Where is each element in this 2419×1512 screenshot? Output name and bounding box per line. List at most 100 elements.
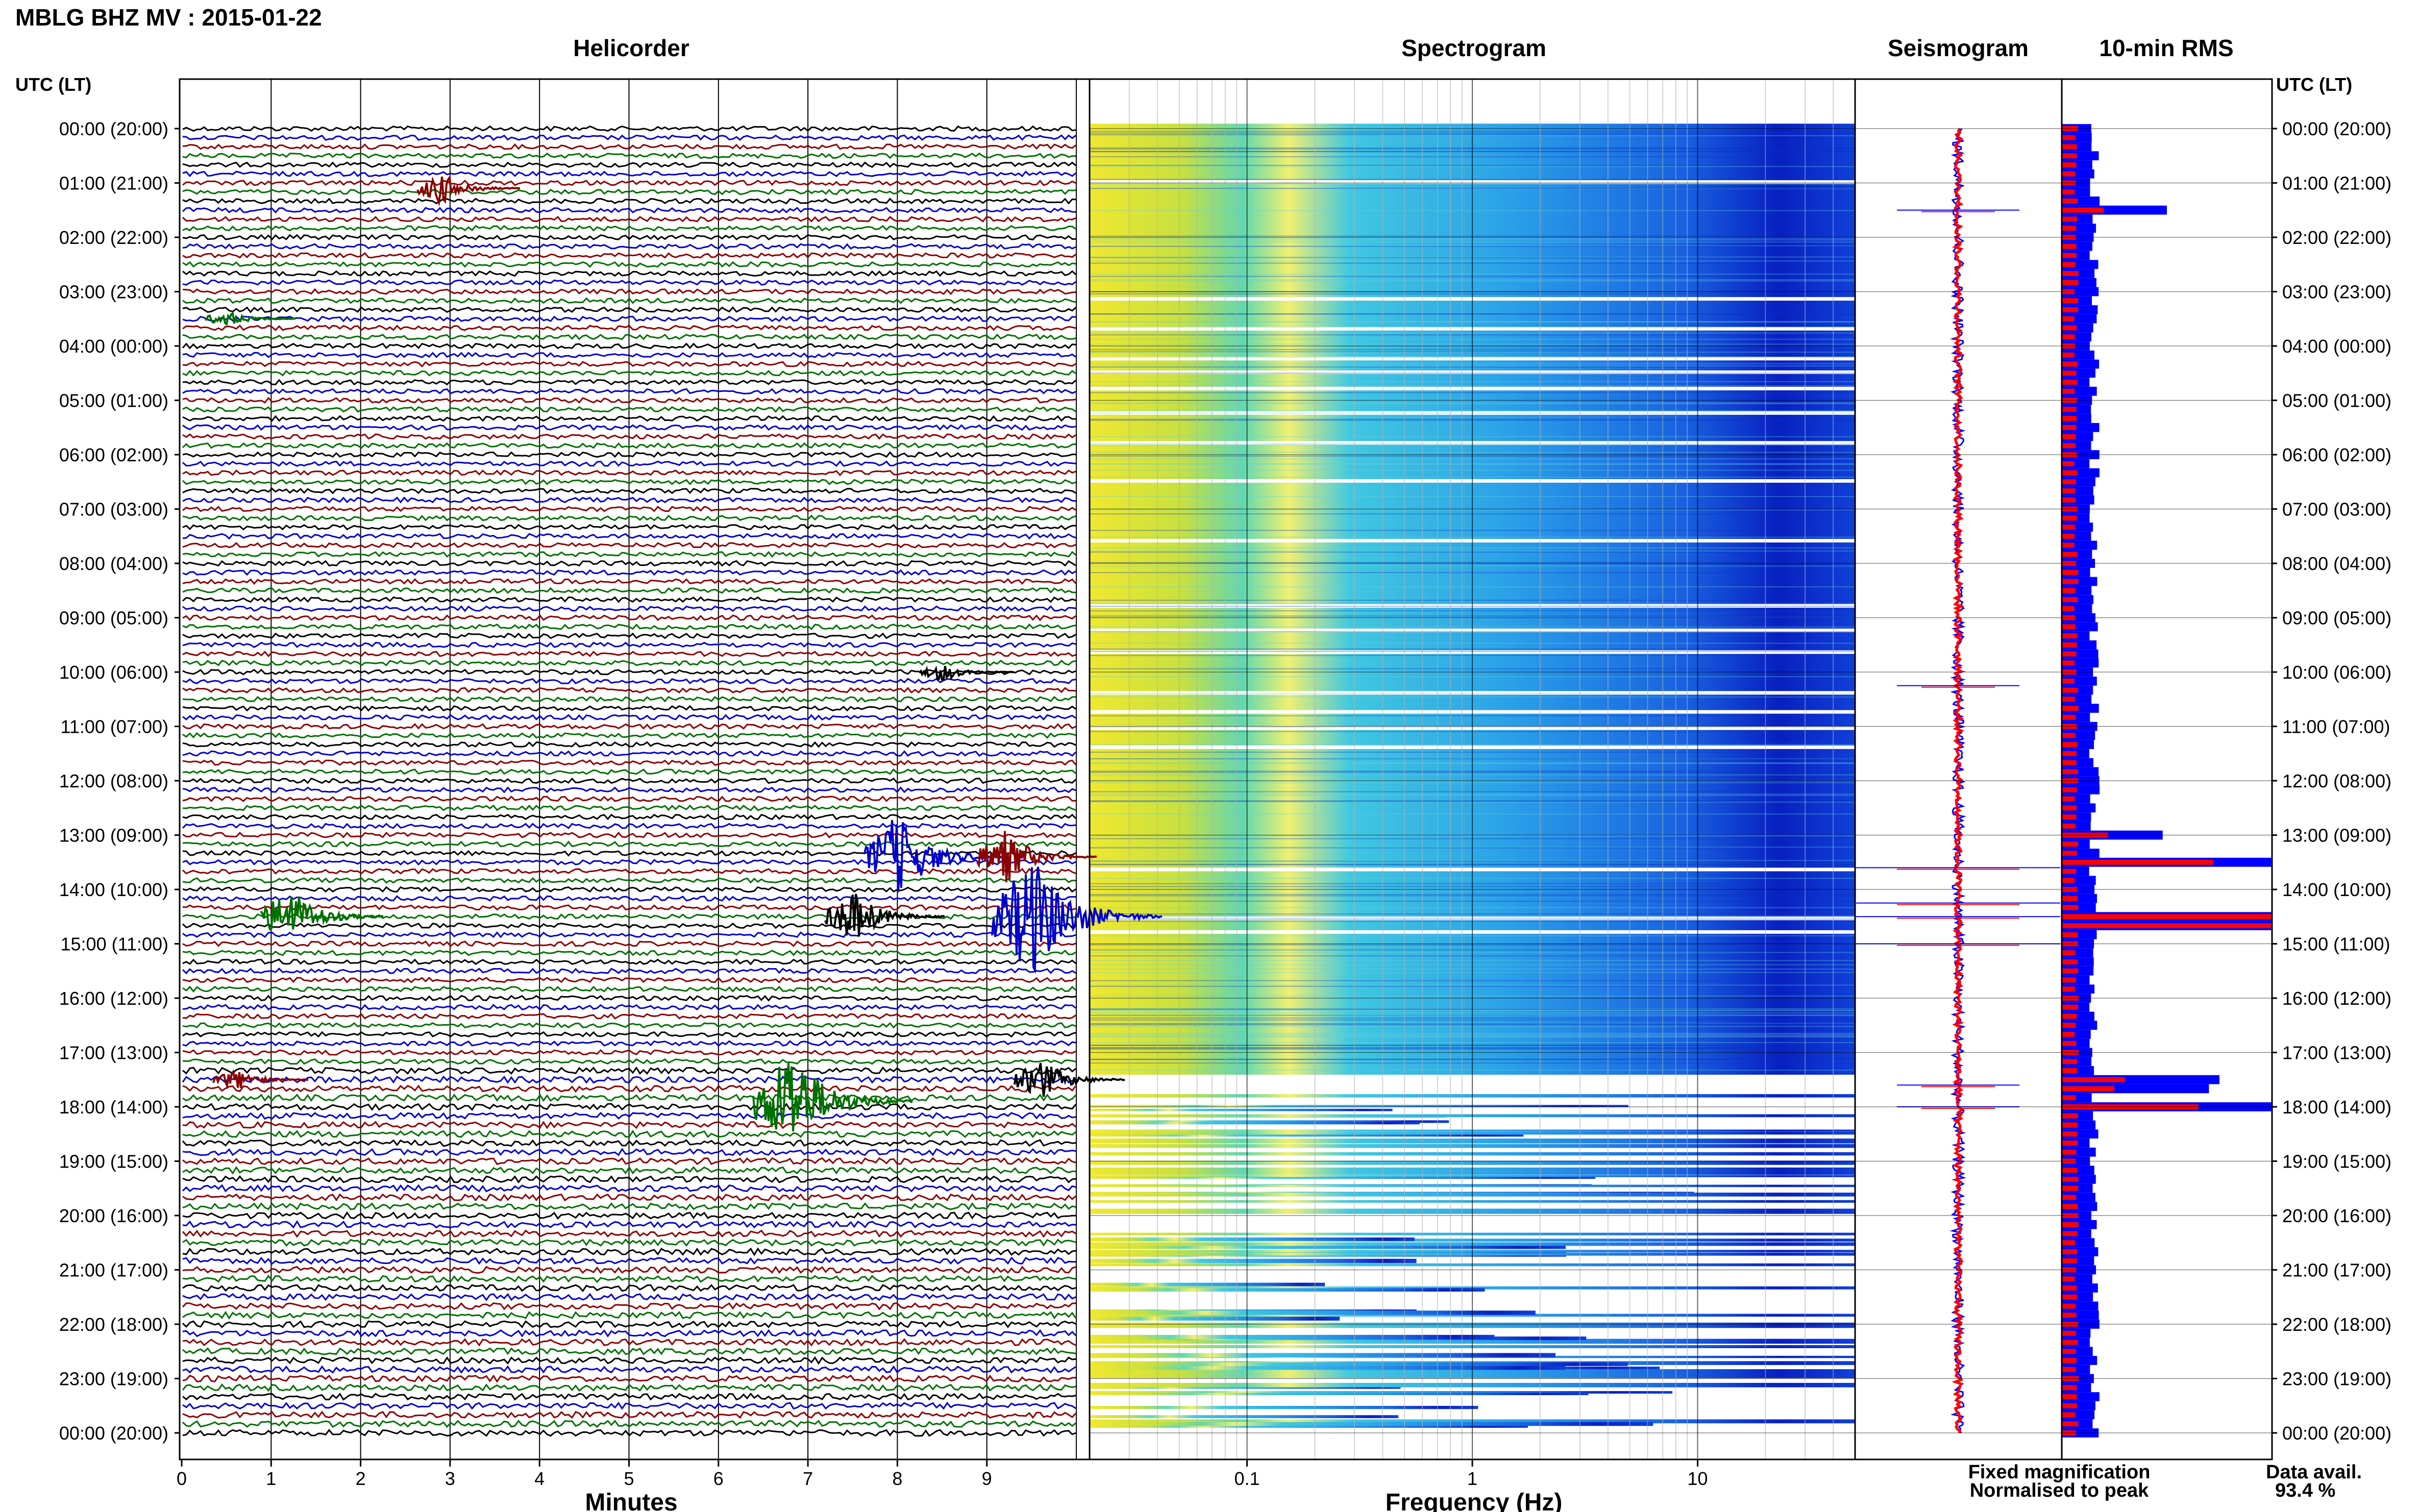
helicorder-trace bbox=[182, 1401, 1076, 1410]
time-tick-label-left: 11:00 (07:00) bbox=[61, 716, 168, 737]
rms-normalised-bar bbox=[2062, 443, 2076, 449]
spectrogram-sparse-row bbox=[1090, 1108, 1393, 1111]
helicorder-trace bbox=[182, 315, 1076, 323]
rms-normalised-bar bbox=[2062, 706, 2079, 711]
helicorder-trace bbox=[182, 623, 1076, 630]
rms-normalised-bar bbox=[2062, 1222, 2079, 1227]
spectrogram-sparse-row bbox=[1090, 1122, 1420, 1125]
helicorder-trace bbox=[182, 1266, 1076, 1274]
helicorder-trace bbox=[182, 931, 1076, 938]
rms-normalised-bar bbox=[2062, 1177, 2079, 1182]
helicorder-trace bbox=[182, 777, 1077, 784]
time-tick-label-right: 00:00 (20:00) bbox=[2282, 1423, 2391, 1444]
rms-normalised-bar bbox=[2062, 316, 2075, 321]
helicorder-trace bbox=[182, 560, 1076, 567]
rms-normalised-bar bbox=[2062, 1113, 2078, 1119]
time-tick-label-left: 12:00 (08:00) bbox=[59, 771, 168, 791]
helicorder-trace bbox=[182, 1121, 1076, 1129]
time-tick-label-left: 09:00 (05:00) bbox=[59, 608, 168, 629]
rms-normalised-bar bbox=[2062, 262, 2076, 267]
time-tick-label-right: 15:00 (11:00) bbox=[2282, 934, 2390, 955]
helicorder-trace bbox=[182, 1166, 1076, 1175]
helicorder-trace bbox=[182, 904, 1076, 911]
helicorder-trace bbox=[182, 786, 1076, 794]
helicorder-trace bbox=[182, 759, 1077, 766]
helicorder-trace bbox=[182, 1247, 1076, 1256]
helicorder-trace bbox=[182, 1084, 1077, 1093]
helicorder-trace bbox=[182, 1022, 1076, 1029]
helicorder-trace bbox=[182, 651, 1076, 657]
helicorder-trace bbox=[182, 1139, 1076, 1147]
spectrogram-sparse-row bbox=[1090, 1406, 1478, 1409]
rms-normalised-bar bbox=[2062, 588, 2076, 593]
rms-normalised-bar bbox=[2062, 1294, 2077, 1300]
spectrogram-sparse-row bbox=[1090, 1245, 1566, 1249]
helicorder-trace bbox=[182, 1066, 1076, 1075]
helicorder-trace bbox=[182, 1356, 1076, 1365]
spectrogram-sparse-row bbox=[1090, 1316, 1340, 1321]
time-tick-label-right: 00:00 (20:00) bbox=[2282, 118, 2391, 139]
helicorder-trace bbox=[182, 750, 1077, 757]
helicorder-trace bbox=[182, 985, 1077, 993]
rms-normalised-bar bbox=[2062, 216, 2078, 222]
helicorder-trace bbox=[182, 641, 1076, 648]
rms-normalised-bar bbox=[2062, 1086, 2114, 1092]
rms-normalised-bar bbox=[2062, 569, 2079, 575]
helicorder-trace bbox=[182, 968, 1076, 975]
time-tick-label-right: 02:00 (22:00) bbox=[2282, 227, 2391, 248]
rms-normalised-bar bbox=[2062, 959, 2078, 964]
helicorder-trace bbox=[182, 958, 1076, 965]
minute-tick-label: 4 bbox=[534, 1468, 545, 1489]
helicorder-trace bbox=[182, 1365, 1076, 1374]
helicorder-trace bbox=[182, 1310, 1077, 1320]
helicorder-trace bbox=[182, 587, 1076, 594]
helicorder-trace bbox=[182, 1284, 1076, 1293]
helicorder-xlabel: Minutes bbox=[585, 1489, 677, 1512]
rms-normalised-bar bbox=[2062, 1149, 2077, 1155]
rms-normalised-bar bbox=[2062, 1068, 2078, 1073]
rms-normalised-bar bbox=[2062, 388, 2075, 394]
rms-normalised-bar bbox=[2062, 950, 2076, 956]
helicorder-event bbox=[752, 1063, 913, 1132]
time-tick-label-left: 04:00 (00:00) bbox=[59, 336, 168, 357]
helicorder-trace bbox=[182, 922, 1076, 929]
spectrogram-sparse-row bbox=[1090, 1422, 1653, 1426]
helicorder-trace bbox=[182, 333, 1076, 340]
spectrogram-sparse-row bbox=[1090, 1362, 1628, 1367]
rms-normalised-bar bbox=[2062, 552, 2078, 557]
helicorder-trace bbox=[182, 1075, 1076, 1084]
rms-normalised-bar bbox=[2062, 144, 2077, 150]
helicorder-trace bbox=[182, 1031, 1076, 1038]
helicorder-trace bbox=[182, 723, 1076, 730]
spectrogram-sparse-row bbox=[1090, 1386, 1401, 1389]
helicorder-trace bbox=[182, 1004, 1076, 1011]
helicorder-trace bbox=[182, 1013, 1076, 1020]
data-availability-value: 93.4 % bbox=[2275, 1480, 2335, 1501]
helicorder-trace bbox=[182, 197, 1076, 205]
rms-normalised-bar bbox=[2062, 859, 2213, 865]
helicorder-trace bbox=[182, 1040, 1076, 1047]
helicorder-trace bbox=[182, 1383, 1076, 1392]
helicorder-trace bbox=[182, 388, 1076, 395]
helicorder-event bbox=[991, 866, 1163, 974]
rms-normalised-bar bbox=[2062, 1231, 2078, 1236]
rms-normalised-bar bbox=[2062, 733, 2076, 738]
helicorder-trace bbox=[182, 1049, 1076, 1056]
helicorder-trace bbox=[182, 533, 1076, 540]
rms-normalised-bar bbox=[2062, 135, 2076, 140]
spectrogram-sparse-row bbox=[1090, 1288, 1485, 1292]
helicorder-trace bbox=[182, 1148, 1076, 1156]
helicorder-trace bbox=[182, 487, 1076, 494]
helicorder-trace bbox=[182, 134, 1076, 141]
minute-tick-label: 1 bbox=[266, 1468, 276, 1489]
rms-normalised-bar bbox=[2062, 171, 2076, 177]
helicorder-trace bbox=[182, 1220, 1076, 1229]
helicorder-trace bbox=[182, 840, 1076, 848]
rms-normalised-bar bbox=[2062, 253, 2077, 258]
rms-normalised-bar bbox=[2062, 968, 2079, 974]
time-tick-label-right: 10:00 (06:00) bbox=[2282, 662, 2391, 683]
helicorder-panel bbox=[182, 79, 1163, 1459]
time-tick-label-left: 07:00 (03:00) bbox=[59, 499, 168, 520]
rms-normalised-bar bbox=[2062, 1195, 2077, 1200]
